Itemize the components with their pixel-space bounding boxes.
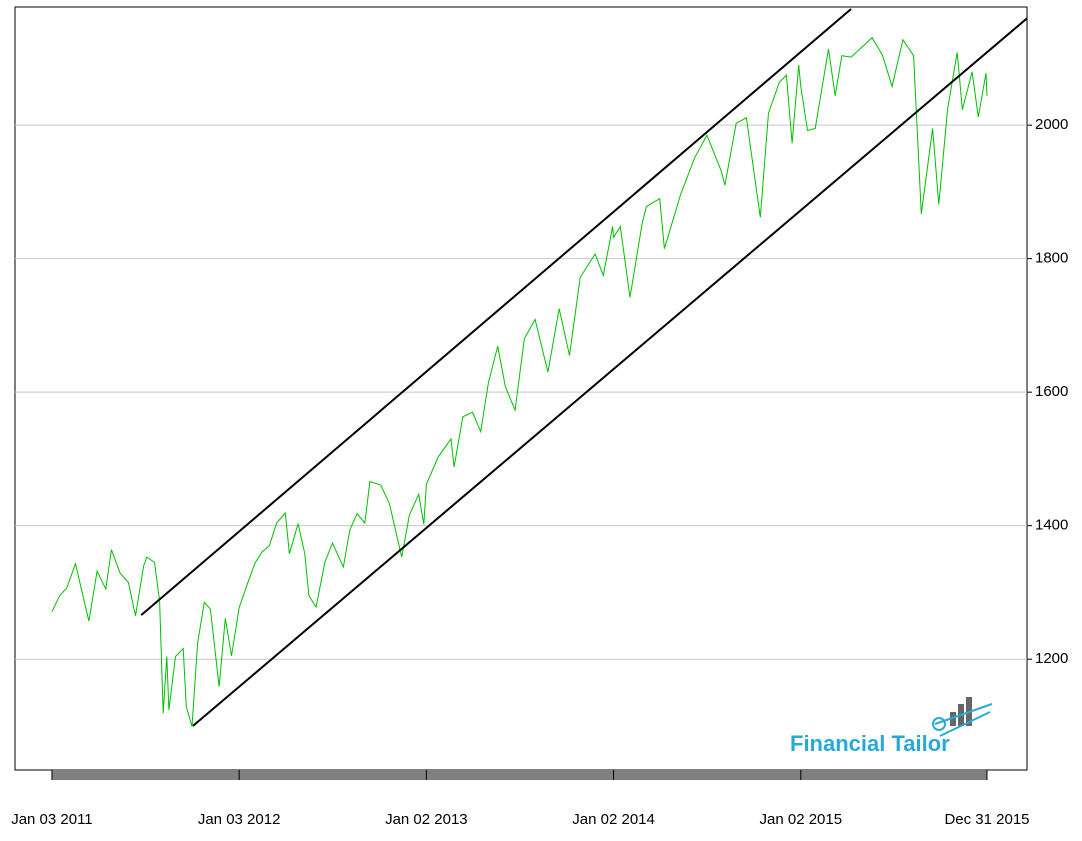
y-tick-label: 1200 [1035, 650, 1068, 667]
x-tick-label: Dec 31 2015 [944, 811, 1029, 828]
x-tick-label: Jan 03 2011 [11, 811, 92, 828]
logo-text: Financial Tailor [790, 731, 950, 756]
price-line [51, 36, 988, 727]
plot-frame [14, 6, 1028, 771]
x-tick-label: Jan 02 2015 [760, 811, 843, 828]
x-tick-label: Jan 02 2014 [572, 811, 655, 828]
x-tick-label: Jan 03 2012 [198, 811, 281, 828]
x-tick-label: Jan 02 2013 [385, 811, 468, 828]
x-axis-bar [51, 771, 987, 780]
channel-line [140, 8, 852, 616]
y-tick-label: 2000 [1035, 116, 1068, 133]
y-tick-label: 1600 [1035, 383, 1068, 400]
logo: Financial Tailor [790, 697, 993, 756]
y-tick-label: 1800 [1035, 250, 1068, 267]
channel-line [192, 17, 1028, 727]
y-tick-label: 1400 [1035, 517, 1068, 534]
